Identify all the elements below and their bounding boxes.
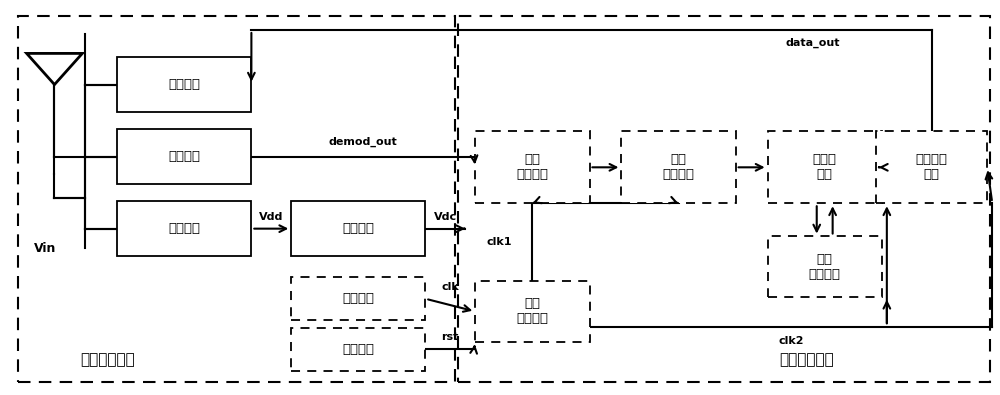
Text: 射频前端电路: 射频前端电路 <box>80 352 135 367</box>
FancyBboxPatch shape <box>117 57 251 112</box>
Text: 数据
同步模块: 数据 同步模块 <box>516 153 548 181</box>
FancyBboxPatch shape <box>475 281 590 342</box>
FancyBboxPatch shape <box>621 131 736 203</box>
Text: 数字基带电路: 数字基带电路 <box>779 352 834 367</box>
Text: 倍压电路: 倍压电路 <box>168 222 200 235</box>
FancyBboxPatch shape <box>291 201 425 256</box>
FancyBboxPatch shape <box>475 131 590 203</box>
Text: 数据
解码模块: 数据 解码模块 <box>663 153 695 181</box>
Text: 解调电路: 解调电路 <box>168 150 200 163</box>
FancyBboxPatch shape <box>876 131 987 203</box>
FancyBboxPatch shape <box>291 277 425 320</box>
FancyBboxPatch shape <box>768 131 882 203</box>
FancyBboxPatch shape <box>117 201 251 256</box>
Text: Vin: Vin <box>34 242 57 255</box>
Text: rst: rst <box>442 332 459 342</box>
Text: 时钟
发生模块: 时钟 发生模块 <box>516 297 548 325</box>
Text: 时钉电路: 时钉电路 <box>342 292 374 305</box>
Text: Vdc: Vdc <box>434 212 457 222</box>
Text: 调制电路: 调制电路 <box>168 78 200 91</box>
FancyBboxPatch shape <box>117 129 251 184</box>
FancyBboxPatch shape <box>291 328 425 371</box>
FancyBboxPatch shape <box>18 17 455 382</box>
Text: 稳压电路: 稳压电路 <box>342 222 374 235</box>
Text: clk1: clk1 <box>487 237 512 247</box>
Text: data_out: data_out <box>785 38 840 48</box>
Text: 数据
存储模块: 数据 存储模块 <box>809 253 841 280</box>
Text: demod_out: demod_out <box>329 137 398 147</box>
FancyBboxPatch shape <box>458 17 990 382</box>
Text: 数据编码
模块: 数据编码 模块 <box>916 153 948 181</box>
Text: clk: clk <box>441 282 459 292</box>
Text: Vdd: Vdd <box>259 212 283 222</box>
Text: 复位电路: 复位电路 <box>342 343 374 356</box>
Text: 主控制
模块: 主控制 模块 <box>813 153 837 181</box>
Text: clk2: clk2 <box>778 336 804 346</box>
FancyBboxPatch shape <box>768 237 882 297</box>
